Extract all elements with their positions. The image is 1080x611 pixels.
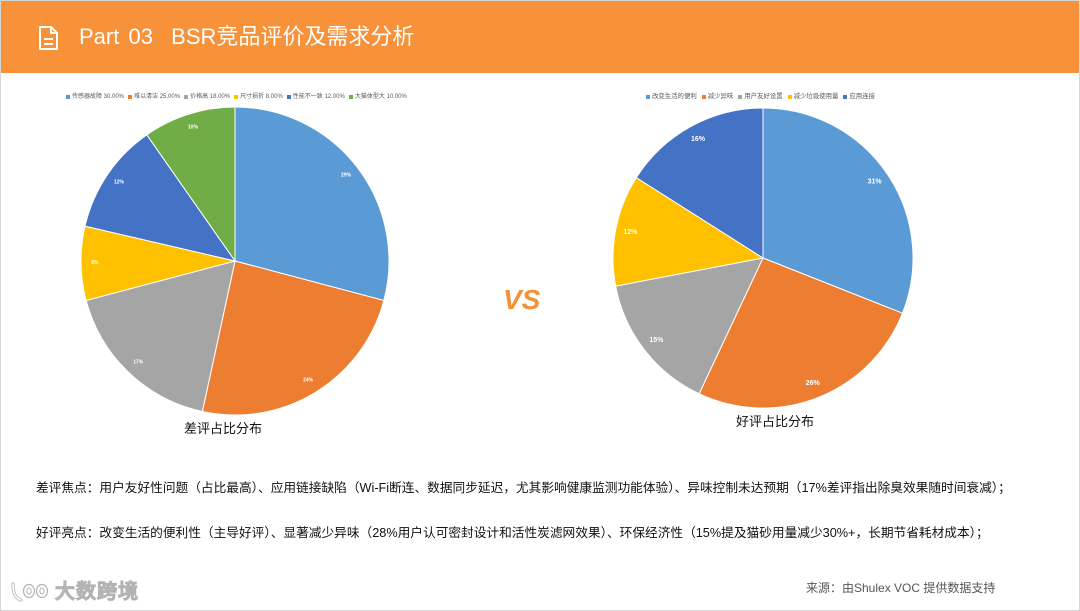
legend-swatch xyxy=(66,95,70,99)
legend-item: 价格高 18.00% xyxy=(184,93,230,101)
legend-item: 大猫体型大 10.00% xyxy=(348,93,407,101)
negative-review-focus-text: 差评焦点：用户友好性问题（占比最高）、应用链接缺陷（Wi-Fi断连、数据同步延迟… xyxy=(36,481,1011,495)
legend-swatch xyxy=(701,95,706,99)
legend-label: 价格高 18.00% xyxy=(190,94,231,100)
legend-swatch xyxy=(128,95,133,99)
pie-slice-2 xyxy=(201,260,385,416)
legend-swatch xyxy=(738,95,743,99)
page-title: Part 03 BSR竞品评价及需求分析 xyxy=(79,24,415,49)
legend-label: 大猫体型大 10.00% xyxy=(354,94,407,100)
legend-swatch xyxy=(184,95,189,99)
pie-slice-5 xyxy=(84,134,237,262)
data-label-4: 8% xyxy=(91,260,99,266)
legend-label: 减少异味 xyxy=(707,93,734,100)
data-label-3: 17% xyxy=(133,359,144,365)
legend-swatch xyxy=(348,95,353,99)
pie-slice-4 xyxy=(612,176,765,287)
legend-item: 难以清洁 25.00% xyxy=(128,93,180,101)
legend-item: 减少垃圾使用量 xyxy=(787,93,839,101)
pie-slice-3 xyxy=(615,257,764,395)
legend-label: 应用连接 xyxy=(849,93,875,100)
legend-item: 改变生活的便利 xyxy=(646,93,697,101)
pie-slice-1 xyxy=(762,107,914,314)
brand-logo-text: 大数跨境 xyxy=(55,581,139,604)
negative-review-pie-chart: 29% 24% 17% 8% 12% 10% xyxy=(80,106,390,416)
pie-slice-5 xyxy=(635,107,764,259)
legend-swatch xyxy=(843,95,848,99)
data-label-6: 10% xyxy=(188,124,199,130)
pie-slice-2 xyxy=(698,257,904,409)
positive-pie-legend: 改变生活的便利 减少异味 用户友好设置 减少垃圾使用量 应用连接 xyxy=(646,93,875,101)
source-note: 来源：由Shulex VOC 提供数据支持 xyxy=(806,581,996,595)
legend-label: 性能不一致 12.00% xyxy=(292,94,345,100)
legend-item: 性能不一致 12.00% xyxy=(286,93,345,101)
data-label-2: 24% xyxy=(303,378,314,384)
legend-label: 减少垃圾使用量 xyxy=(793,93,839,100)
legend-label: 尺寸损折 8.00% xyxy=(240,94,283,100)
data-label-4: 12% xyxy=(623,229,638,236)
data-label-5: 16% xyxy=(691,136,706,143)
positive-review-highlights-text: 好评亮点：改变生活的便利性（主导好评）、显著减少异味（28%用户认可密封设计和活… xyxy=(36,526,989,540)
legend-item: 传感器故障 30.00% xyxy=(66,93,124,101)
legend-label: 难以清洁 25.00% xyxy=(134,94,181,100)
data-label-3: 15% xyxy=(649,337,664,344)
negative-pie-legend: 传感器故障 30.00% 难以清洁 25.00% 价格高 18.00% 尺寸损折 8.… xyxy=(66,93,407,101)
legend-label: 改变生活的便利 xyxy=(652,93,697,100)
vs-label: VS xyxy=(503,284,541,315)
legend-swatch xyxy=(646,95,650,99)
pie-slice-6 xyxy=(146,106,236,263)
positive-pie-caption: 好评占比分布 xyxy=(736,414,815,429)
negative-pie-caption: 差评占比分布 xyxy=(184,421,263,436)
legend-item: 尺寸损折 8.00% xyxy=(234,93,283,101)
pie-slice-1 xyxy=(234,106,390,302)
positive-review-pie-chart: 31% 26% 15% 12% 16% xyxy=(612,107,914,409)
header-bar: Part 03 BSR竞品评价及需求分析 xyxy=(1,1,1079,73)
legend-swatch xyxy=(234,95,239,99)
legend-label: 传感器故障 30.00% xyxy=(72,94,125,100)
legend-swatch xyxy=(787,95,792,99)
legend-item: 用户友好设置 xyxy=(738,93,783,101)
document-icon xyxy=(39,26,58,50)
brand-logo-icon xyxy=(11,582,49,602)
data-label-1: 29% xyxy=(341,173,352,179)
legend-swatch xyxy=(286,95,291,99)
data-label-2: 26% xyxy=(806,380,821,387)
legend-item: 减少异味 xyxy=(701,93,734,101)
legend-label: 用户友好设置 xyxy=(744,93,783,100)
data-label-5: 12% xyxy=(114,179,125,185)
pie-slice-3 xyxy=(85,260,236,413)
brand-logo: 大数跨境 xyxy=(9,579,139,605)
data-label-1: 31% xyxy=(868,179,883,186)
legend-item: 应用连接 xyxy=(843,93,875,101)
